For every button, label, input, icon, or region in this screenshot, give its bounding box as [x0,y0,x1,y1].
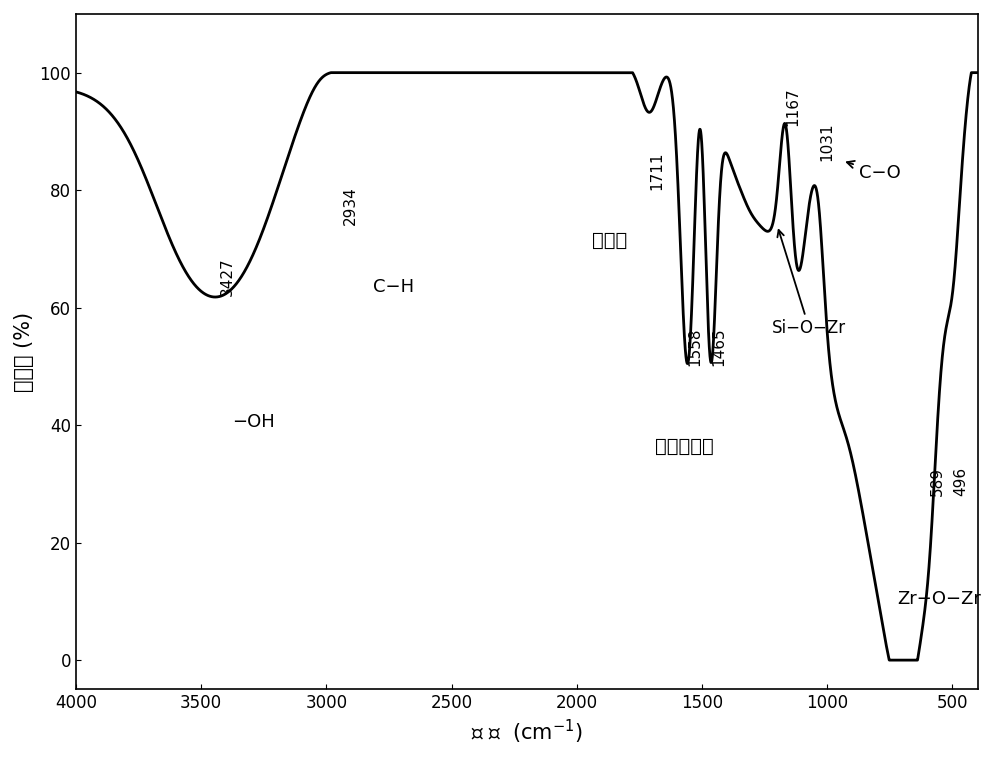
Text: C−H: C−H [373,278,415,296]
Text: −OH: −OH [232,413,275,432]
Text: 1465: 1465 [711,328,726,366]
Text: 1711: 1711 [649,152,664,190]
Text: 496: 496 [953,467,968,496]
Text: 1558: 1558 [688,328,703,366]
Text: 1031: 1031 [820,122,835,161]
Text: Zr−O−Zr: Zr−O−Zr [897,590,981,608]
X-axis label: 波 数  (cm$^{-1}$): 波 数 (cm$^{-1}$) [471,718,583,746]
Text: C−O: C−O [847,161,900,182]
Text: 1167: 1167 [785,87,800,125]
Text: 大共轭酯基: 大共轭酯基 [655,437,714,456]
Text: Si−O−Zr: Si−O−Zr [772,230,846,337]
Text: 2934: 2934 [343,187,358,226]
Y-axis label: 透射率 (%): 透射率 (%) [14,312,34,391]
Text: 589: 589 [930,467,945,496]
Text: 3427: 3427 [219,257,234,296]
Text: 酯羰基: 酯羰基 [592,231,627,250]
